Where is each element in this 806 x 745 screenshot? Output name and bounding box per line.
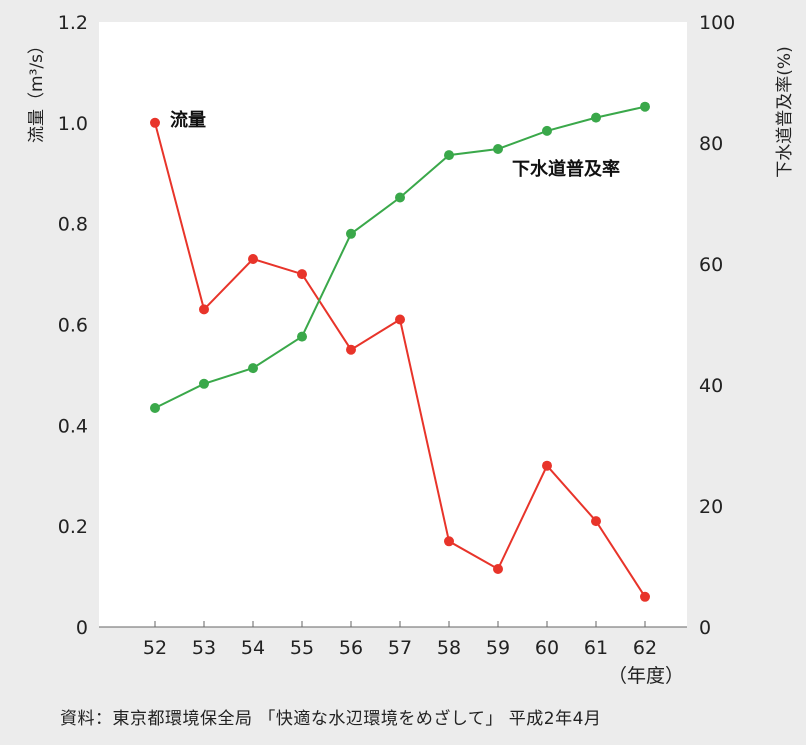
- x-tick-label: 53: [192, 637, 216, 659]
- left-y-ticks: 0 0.2 0.4 0.6 0.8 1.0 1.2: [58, 12, 88, 639]
- series-point-1: [199, 378, 209, 389]
- series-point-1: [248, 363, 258, 374]
- series-point-0: [199, 304, 209, 315]
- series-point-1: [444, 150, 454, 161]
- left-y-tick-label: 0.8: [58, 214, 88, 236]
- right-y-tick-label: 60: [699, 254, 723, 276]
- left-y-tick-label: 0: [76, 617, 88, 639]
- series-point-0: [493, 564, 503, 574]
- series-point-1: [395, 192, 405, 203]
- series-label-sewer: 下水道普及率: [512, 158, 620, 180]
- left-y-tick-label: 1.2: [58, 12, 88, 34]
- series-point-0: [150, 117, 160, 128]
- series-point-0: [591, 516, 601, 527]
- right-y-tick-label: 0: [699, 617, 711, 639]
- series-point-0: [346, 344, 356, 355]
- series-point-0: [395, 314, 405, 325]
- right-y-tick-label: 40: [699, 375, 723, 397]
- left-y-axis-label: 流量（m³/s）: [27, 37, 47, 143]
- series-point-1: [297, 331, 307, 342]
- right-y-axis-label: 下水道普及率(%): [775, 46, 795, 177]
- left-y-tick-label: 0.6: [58, 315, 88, 337]
- x-tick-label: 56: [339, 637, 363, 659]
- series-point-0: [542, 460, 552, 471]
- x-tick-label: 60: [535, 637, 559, 659]
- right-y-tick-label: 80: [699, 133, 723, 155]
- series-point-1: [346, 228, 356, 239]
- x-tick-label: 52: [143, 637, 167, 659]
- series-point-1: [493, 144, 503, 154]
- x-tick-label: 59: [486, 637, 510, 659]
- x-tick-label: 57: [388, 637, 412, 659]
- left-y-tick-label: 1.0: [58, 113, 88, 135]
- series-lines: [150, 101, 650, 602]
- x-tick-label: 55: [290, 637, 314, 659]
- series-point-1: [591, 112, 601, 123]
- x-tick-label: 62: [633, 637, 657, 659]
- series-point-0: [444, 536, 454, 547]
- x-axis-label: （年度）: [608, 665, 684, 687]
- x-ticks: 52 53 54 55 56 57 58 59 60 61 62: [143, 621, 657, 659]
- right-y-tick-label: 20: [699, 496, 723, 518]
- series-point-0: [297, 269, 307, 280]
- series-point-1: [542, 125, 552, 136]
- x-tick-label: 58: [437, 637, 461, 659]
- series-point-0: [248, 254, 258, 264]
- left-y-tick-label: 0.4: [58, 415, 88, 437]
- series-point-1: [150, 403, 160, 413]
- source-note: 資料：東京都環境保全局 「快適な水辺環境をめざして」 平成2年4月: [60, 709, 602, 729]
- series-point-1: [640, 101, 650, 112]
- x-tick-label: 61: [584, 637, 608, 659]
- series-point-0: [640, 591, 650, 602]
- right-y-tick-label: 100: [699, 12, 735, 34]
- right-y-ticks: 0 20 40 60 80 100: [699, 12, 735, 639]
- series-label-flow: 流量: [170, 109, 206, 131]
- x-tick-label: 54: [241, 637, 265, 659]
- left-y-tick-label: 0.2: [58, 516, 88, 538]
